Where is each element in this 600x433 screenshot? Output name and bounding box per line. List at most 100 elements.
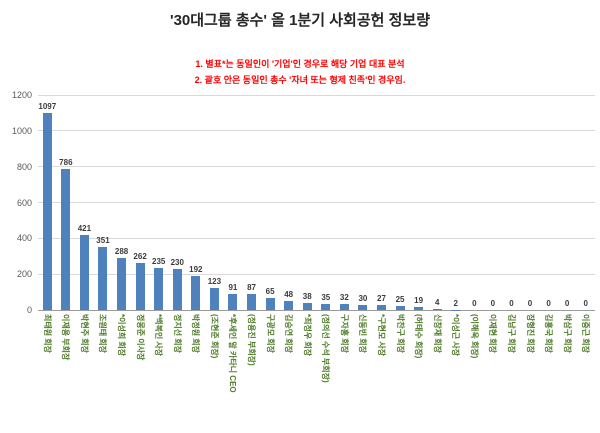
bar-value-label: 192 bbox=[189, 264, 203, 274]
bar bbox=[209, 287, 219, 310]
bar-value-label: 27 bbox=[377, 294, 386, 304]
x-axis-label: 박정원 회장 bbox=[191, 314, 201, 354]
bar-value-label: 87 bbox=[247, 283, 256, 293]
bar bbox=[79, 234, 89, 310]
x-axis-label: (정용진 부회장) bbox=[247, 314, 257, 366]
bar bbox=[376, 305, 386, 310]
y-axis-tick-label: 800 bbox=[16, 161, 32, 172]
x-axis-label: 구자홍 회장 bbox=[339, 314, 349, 354]
bar bbox=[339, 304, 349, 310]
gridline bbox=[38, 94, 595, 96]
bar-value-label: 123 bbox=[207, 276, 222, 286]
bar-value-label: 230 bbox=[170, 257, 184, 267]
x-axis-label: *이성희 회장 bbox=[117, 314, 127, 357]
x-axis-label: (허태수 회장) bbox=[414, 314, 424, 359]
bar bbox=[154, 267, 164, 310]
bar-value-label: 351 bbox=[96, 236, 110, 246]
x-axis-label: 이중근 회장 bbox=[581, 314, 591, 354]
x-axis-label: 최태원 회장 bbox=[42, 314, 52, 354]
gridline bbox=[38, 166, 595, 168]
bar-value-label: 32 bbox=[339, 293, 349, 303]
x-axis-label: 김남구 회장 bbox=[506, 314, 516, 354]
y-axis-tick-label: 1000 bbox=[11, 125, 32, 136]
x-axis-label: 박찬구 회장 bbox=[395, 314, 405, 354]
annotation-line-2: 2. 괄호 안은 동일인 총수 '자녀 또는 형제 친족'인 경우임. bbox=[194, 75, 406, 85]
bar-value-label: 0 bbox=[472, 299, 477, 308]
bar-value-label: 288 bbox=[114, 247, 129, 257]
bar bbox=[98, 247, 108, 310]
x-axis-label: 이재용 부회장 bbox=[61, 314, 71, 361]
bar-value-label: 65 bbox=[265, 287, 275, 297]
bar-value-label: 786 bbox=[59, 158, 73, 168]
bar-value-label: 25 bbox=[395, 294, 405, 304]
bar-value-label: 0 bbox=[527, 299, 533, 308]
x-axis-label: *구현모 사장 bbox=[376, 314, 386, 357]
x-axis-line bbox=[38, 310, 595, 311]
bar-value-label: 91 bbox=[228, 282, 238, 292]
x-axis-label: *최정우 회장 bbox=[302, 314, 312, 357]
bar-value-label: 0 bbox=[564, 299, 570, 308]
bar-value-label: 35 bbox=[321, 292, 331, 302]
gridline bbox=[38, 273, 595, 275]
y-axis-tick-label: 0 bbox=[26, 305, 32, 315]
bar bbox=[302, 303, 312, 310]
gridline bbox=[38, 130, 595, 132]
x-axis-label: 김홍국 회장 bbox=[544, 314, 554, 354]
x-axis-label: (이해욱 회장) bbox=[469, 314, 479, 359]
x-axis-label: 이재현 회장 bbox=[488, 314, 498, 354]
bar-value-label: 4 bbox=[434, 298, 440, 308]
bar-value-label: 30 bbox=[358, 293, 368, 303]
x-axis-label: 신창재 회장 bbox=[432, 314, 442, 354]
x-axis-label: *후세인 알 카타니 CEO bbox=[228, 314, 238, 393]
bar bbox=[42, 113, 52, 310]
x-axis-label: 장형진 회장 bbox=[525, 314, 535, 354]
bar-value-label: 0 bbox=[509, 299, 514, 308]
bar-value-label: 2 bbox=[453, 298, 458, 308]
bar-value-label: 0 bbox=[546, 299, 551, 308]
annotation-line-1: 1. 별표*는 동일인이 '기업'인 경우로 해당 기업 대표 분석 bbox=[195, 59, 405, 69]
bar-value-label: 48 bbox=[284, 290, 294, 300]
bar bbox=[247, 294, 257, 310]
gridline bbox=[38, 237, 595, 239]
x-axis-label: *백복인 사장 bbox=[154, 314, 164, 357]
x-axis-label: 조원태 회장 bbox=[98, 314, 108, 354]
bar bbox=[117, 258, 127, 310]
gridline bbox=[38, 202, 595, 203]
bar-value-label: 262 bbox=[133, 252, 147, 262]
bar bbox=[61, 169, 71, 310]
bar-value-label: 421 bbox=[77, 223, 92, 233]
bar-value-label: 235 bbox=[151, 256, 166, 266]
chart-title: '30대그룹 총수' 올 1분기 사회공헌 정보량 bbox=[170, 12, 430, 29]
bar-value-label: 0 bbox=[490, 299, 496, 308]
bar bbox=[432, 309, 442, 310]
bar bbox=[321, 303, 331, 310]
x-axis-label: *이성근 사장 bbox=[451, 314, 461, 357]
x-axis-label: 정지선 회장 bbox=[172, 314, 182, 354]
y-axis-tick-label: 1200 bbox=[11, 90, 32, 100]
x-axis-label: 신동빈 회장 bbox=[358, 314, 368, 354]
x-axis-label: 김승연 회장 bbox=[284, 314, 294, 354]
x-axis-label: (정의선 수석 부회장) bbox=[321, 314, 331, 383]
bar bbox=[228, 293, 238, 310]
bar bbox=[172, 268, 182, 310]
y-axis-tick-label: 600 bbox=[16, 197, 32, 208]
bar bbox=[358, 304, 368, 310]
x-axis-label: 정몽준 이사장 bbox=[135, 314, 145, 361]
y-axis-tick-label: 200 bbox=[16, 269, 32, 280]
bar bbox=[191, 275, 201, 310]
bar-value-label: 0 bbox=[583, 299, 588, 308]
bar-value-label: 19 bbox=[414, 295, 424, 305]
x-axis-label: 박현주 회장 bbox=[79, 314, 89, 354]
bar-value-label: 1097 bbox=[38, 102, 57, 112]
y-axis-tick-label: 400 bbox=[16, 233, 32, 244]
bar bbox=[135, 263, 145, 310]
x-axis-label: 구광모 회장 bbox=[265, 314, 275, 354]
bar bbox=[395, 305, 405, 310]
x-axis-label: (조현준 회장) bbox=[209, 314, 219, 359]
bar-value-label: 38 bbox=[302, 292, 312, 302]
bar bbox=[414, 306, 424, 310]
bar bbox=[265, 298, 275, 310]
bar bbox=[284, 301, 294, 310]
